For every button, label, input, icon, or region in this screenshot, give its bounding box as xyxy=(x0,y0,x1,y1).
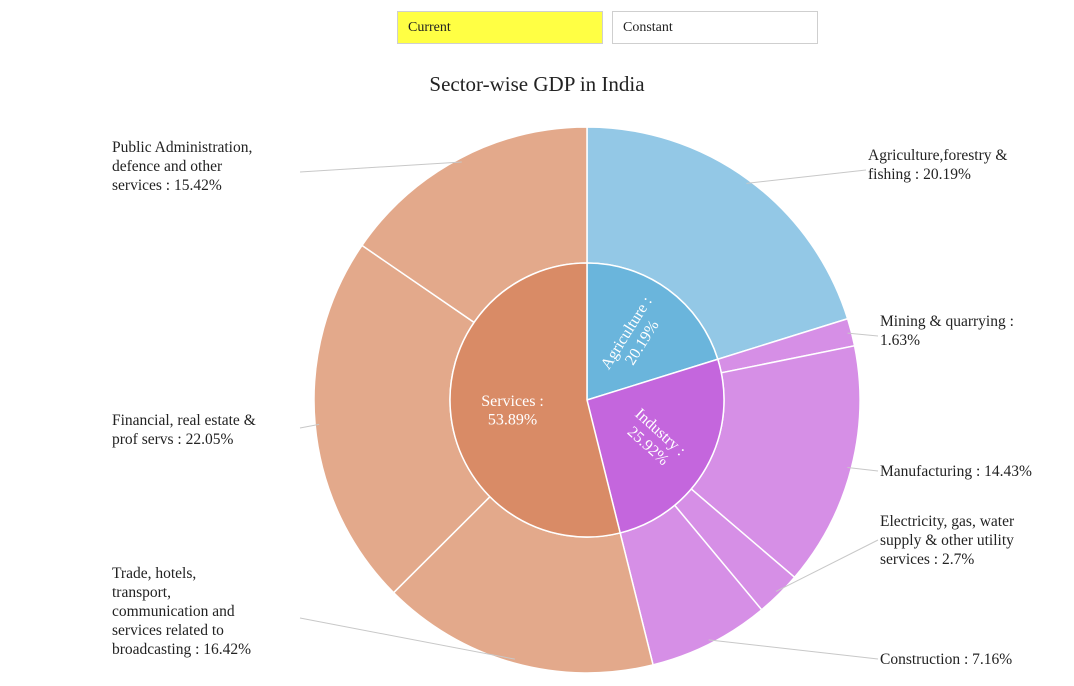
outer-label-electricity-gas-water-supply-other-utility-services: Electricity, gas, water supply & other ut… xyxy=(880,513,1015,568)
outer-label-public-administration-defence-and-other-services: Public Administration, defence and other s… xyxy=(112,139,252,194)
outer-label-agriculture-forestry-fishing: Agriculture,forestry & fishing : 20.19% xyxy=(868,147,1007,183)
chart-title: Sector-wise GDP in India xyxy=(429,72,645,96)
leader-line-manufacturing xyxy=(847,466,879,472)
leader-line-mining-quarrying xyxy=(847,332,879,337)
inner-slice-agriculture[interactable] xyxy=(586,262,719,402)
inner-slice-industry[interactable] xyxy=(586,358,725,534)
leader-line-trade-hotels-transport-communication-and-services-related-to-broadcasting xyxy=(299,617,515,660)
leader-line-construction xyxy=(708,639,879,660)
inner-slice-services[interactable] xyxy=(449,262,622,538)
leader-line-financial-real-estate-prof-servs xyxy=(299,423,320,429)
leader-line-public-administration-defence-and-other-services xyxy=(299,161,462,173)
outer-label-mining-quarrying: Mining & quarrying :1.63% xyxy=(880,313,1014,349)
outer-label-construction: Construction : 7.16% xyxy=(880,651,1012,668)
outer-label-trade-hotels-transport-communication-and-services-related-to-broadcasting: Trade, hotels, transport, communication an… xyxy=(112,565,251,658)
inner-label-services: Services :53.89% xyxy=(481,393,544,428)
leader-line-agriculture-forestry-fishing xyxy=(746,169,867,184)
leader-line-electricity-gas-water-supply-other-utility-services xyxy=(775,539,879,592)
current-toggle-button[interactable]: Current xyxy=(397,11,603,44)
outer-label-manufacturing: Manufacturing : 14.43% xyxy=(880,463,1032,480)
constant-toggle-button[interactable]: Constant xyxy=(612,11,818,44)
outer-label-financial-real-estate-prof-servs: Financial, real estate & prof servs : 22.… xyxy=(112,412,256,448)
